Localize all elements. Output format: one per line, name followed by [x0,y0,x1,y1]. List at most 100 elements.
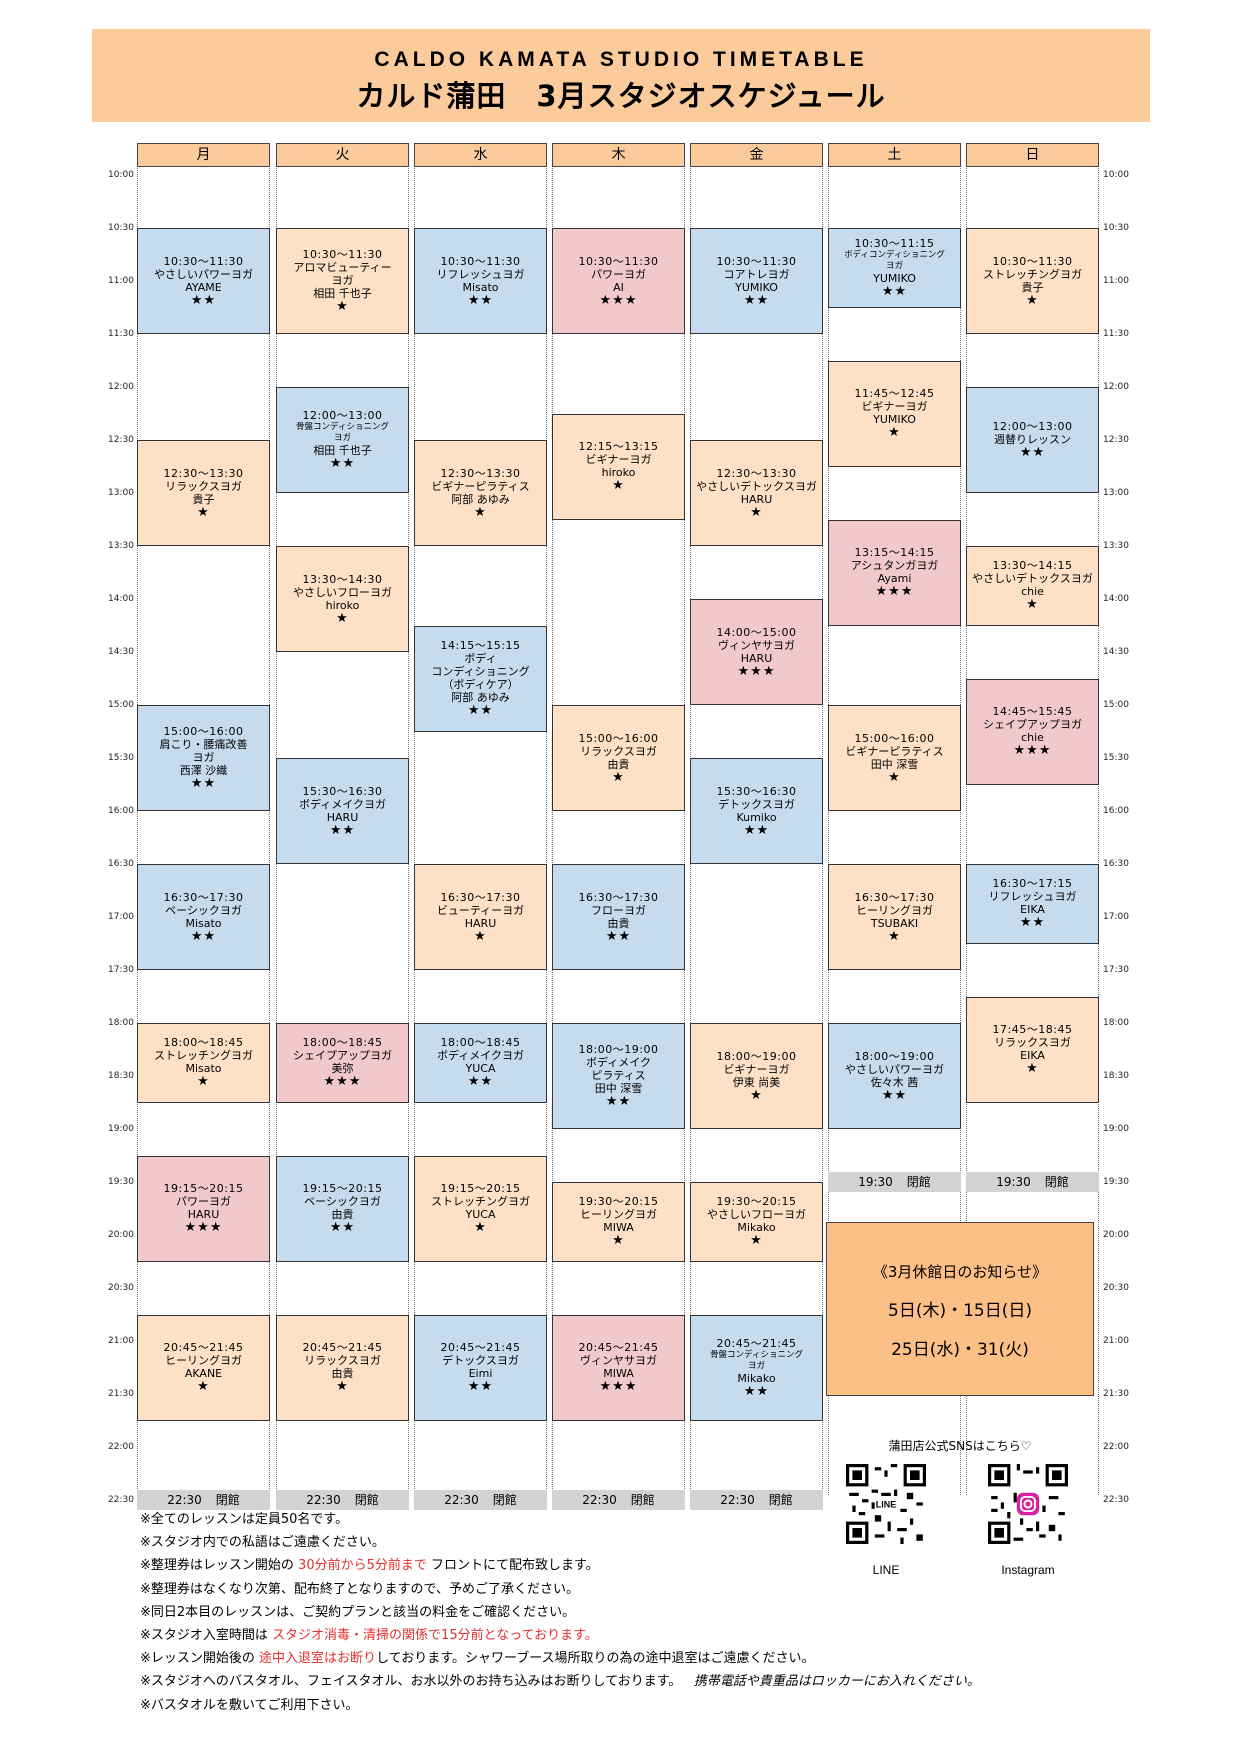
lesson-card[interactable]: 20:45～21:45 リラックスヨガ 由貴 ★ [276,1314,409,1421]
lesson-time: 10:30～11:30 [440,254,521,268]
lesson-name: ヨガ [331,274,354,287]
closing-bar: 19:30 閉館 [828,1172,961,1192]
lesson-card[interactable]: 15:00～16:00 肩こり・腰痛改善 ヨガ 西澤 沙織 ★★ [137,705,270,811]
note-belongings: ※スタジオへのバスタオル、フェイスタオル、お水以外のお持ち込みはお断りしておりま… [140,1670,980,1693]
lesson-level-stars: ★ [336,1379,349,1394]
lesson-card[interactable]: 17:45～18:45 リラックスヨガ EIKA ★ [966,996,1099,1103]
lesson-card[interactable]: 15:00～16:00 ビギナーピラティス 田中 深雪 ★ [828,705,961,811]
lesson-level-stars: ★★ [467,292,494,308]
lesson-card[interactable]: 19:15～20:15 パワーヨガ HARU ★★★ [137,1155,270,1262]
closing-time: 19:30 [858,1175,893,1189]
lesson-time: 15:00～16:00 [854,731,935,745]
lesson-card[interactable]: 19:15～20:15 ベーシックヨガ 由貴 ★★ [276,1155,409,1262]
day-header: 土 [828,143,961,167]
notes: ※全てのレッスンは定員50名です。 ※スタジオ内での私語はご遠慮ください。 ※整… [140,1508,980,1717]
lesson-card[interactable]: 10:30～11:30 パワーヨガ AI ★★★ [552,228,685,334]
lesson-level-stars: ★★ [329,456,356,471]
lesson-card[interactable]: 10:30～11:30 コアトレヨガ YUMIKO ★★ [690,228,823,334]
lesson-card[interactable]: 18:00～19:00 ボディメイク ピラティス 田中 深雪 ★★ [552,1023,685,1129]
note-text: ※スタジオ入室時間は [140,1628,268,1644]
lesson-card[interactable]: 12:00～13:00 骨盤コンディショニング ヨガ 相田 千也子 ★★ [276,387,409,493]
lesson-time: 11:45～12:45 [854,387,935,400]
time-label-right: 18:30 [1103,1071,1129,1081]
time-label-right: 10:30 [1103,223,1129,233]
time-label-right: 13:00 [1103,488,1129,498]
time-label-left: 21:00 [108,1336,134,1346]
lesson-card[interactable]: 20:45～21:45 ヒーリングヨガ AKANE ★ [137,1314,270,1421]
lesson-card[interactable]: 16:30～17:30 ヒーリングヨガ TSUBAKI ★ [828,864,961,970]
lesson-card[interactable]: 19:30～20:15 やさしいフローヨガ Mikako ★ [690,1182,823,1262]
time-label-right: 20:30 [1103,1283,1129,1293]
time-label-left: 18:30 [108,1071,134,1081]
lesson-level-stars: ★ [197,1379,210,1394]
note-second-lesson: ※同日2本目のレッスンは、ご契約プランと該当の料金をご確認ください。 [140,1604,576,1620]
lesson-card[interactable]: 13:30～14:15 やさしいデトックスヨガ chie ★ [966,546,1099,626]
lesson-card[interactable]: 20:45～21:45 デトックスヨガ Eimi ★★ [414,1314,547,1421]
day-header: 木 [552,143,685,167]
lesson-card[interactable]: 12:30～13:30 やさしいデトックスヨガ HARU ★ [690,440,823,546]
lesson-instructor: 貴子 [192,492,215,506]
lesson-card[interactable]: 16:30～17:30 ビューティーヨガ HARU ★ [414,864,547,970]
lesson-card[interactable]: 14:45～15:45 シェイプアップヨガ chie ★★★ [966,678,1099,785]
instagram-qr-code[interactable] [988,1464,1068,1544]
time-label-right: 18:00 [1103,1018,1129,1028]
lesson-card[interactable]: 19:15～20:15 ストレッチングヨガ YUCA ★ [414,1155,547,1262]
lesson-card[interactable]: 18:00～19:00 やさしいパワーヨガ 佐々木 茜 ★★ [828,1023,961,1129]
closing-bar: 22:30 閉館 [276,1490,409,1510]
lesson-card[interactable]: 14:15～15:15 ボディ コンディショニング （ボディケア） 阿部 あゆみ ★★ [414,625,547,732]
lesson-card[interactable]: 16:30～17:30 フローヨガ 由貴 ★★ [552,864,685,970]
lesson-card[interactable]: 12:15～13:15 ビギナーヨガ hiroko ★ [552,413,685,520]
lesson-name: ベーシックヨガ [304,1195,381,1208]
lesson-name: やさしいパワーヨガ [845,1062,944,1076]
lesson-card[interactable]: 16:30～17:15 リフレッシュヨガ EIKA ★★ [966,864,1099,944]
lesson-level-stars: ★ [612,769,625,785]
lesson-card[interactable]: 10:30～11:30 アロマビューティー ヨガ 相田 千也子 ★ [276,228,409,334]
lesson-card[interactable]: 15:00～16:00 リラックスヨガ 由貴 ★ [552,705,685,811]
lesson-card[interactable]: 15:30～16:30 ボディメイクヨガ HARU ★★ [276,758,409,864]
title-english: CALDO KAMATA STUDIO TIMETABLE [374,48,868,71]
lesson-card[interactable]: 20:45～21:45 骨盤コンディショニング ヨガ Mikako ★★ [690,1314,823,1421]
lesson-instructor: chie [1021,585,1044,599]
lesson-card[interactable]: 12:30～13:30 ビギナーピラティス 阿部 あゆみ ★ [414,440,547,546]
lesson-card[interactable]: 15:30～16:30 デトックスヨガ Kumiko ★★ [690,758,823,864]
lesson-level-stars: ★★ [605,928,632,944]
closing-bar: 22:30 閉館 [137,1490,270,1510]
day-header: 火 [276,143,409,167]
lesson-card[interactable]: 19:30～20:15 ヒーリングヨガ MIWA ★ [552,1182,685,1262]
line-qr-code[interactable]: LINE [846,1464,926,1544]
lesson-card[interactable]: 13:15～14:15 アシュタンガヨガ Ayami ★★★ [828,519,961,626]
lesson-card[interactable]: 16:30～17:30 ベーシックヨガ Misato ★★ [137,864,270,970]
lesson-card[interactable]: 18:00～19:00 ビギナーヨガ 伊東 尚美 ★ [690,1023,823,1129]
lesson-card[interactable]: 12:00～13:00 週替りレッスン ★★ [966,387,1099,493]
lesson-name: 肩こり・腰痛改善 [159,738,248,751]
lesson-card[interactable]: 10:30～11:30 やさしいパワーヨガ AYAME ★★ [137,228,270,334]
lesson-time: 10:30～11:15 [854,236,935,250]
lesson-name: ヨガ [885,260,903,271]
lesson-level-stars: ★ [888,425,901,440]
lesson-card[interactable]: 18:00～18:45 ストレッチングヨガ Misato ★ [137,1023,270,1103]
lesson-card[interactable]: 18:00～18:45 シェイプアップヨガ 美弥 ★★★ [276,1023,409,1103]
time-label-right: 13:30 [1103,541,1129,551]
time-label-left: 14:30 [108,647,134,657]
time-label-right: 14:30 [1103,647,1129,657]
lesson-name: ヒーリングヨガ [856,903,933,917]
note-text: ※整理券はレッスン開始の [140,1558,294,1574]
closing-label: 閉館 [768,1493,793,1507]
time-label-left: 18:00 [108,1018,134,1028]
lesson-card[interactable]: 20:45～21:45 ヴィンヤサヨガ MIWA ★★★ [552,1314,685,1421]
lesson-card[interactable]: 18:00～18:45 ボディメイクヨガ YUCA ★★ [414,1023,547,1103]
lesson-card[interactable]: 14:00～15:00 ヴィンヤサヨガ HARU ★★★ [690,599,823,705]
lesson-card[interactable]: 10:30～11:15 ボディコンディショニング ヨガ YUMIKO ★★ [828,228,961,308]
note-no-mid-entry: ※レッスン開始後の 途中入退室はお断りしております。シャワーブース場所取りの為の… [140,1647,980,1670]
lesson-card[interactable]: 11:45～12:45 ビギナーヨガ YUMIKO ★ [828,360,961,467]
lesson-card[interactable]: 12:30～13:30 リラックスヨガ 貴子 ★ [137,440,270,546]
lesson-card[interactable]: 10:30～11:30 ストレッチングヨガ 貴子 ★ [966,228,1099,334]
lesson-instructor: 貴子 [1021,280,1044,294]
lesson-time: 20:45～21:45 [163,1341,244,1354]
lesson-name: アロマビューティー [293,261,392,274]
lesson-card[interactable]: 10:30～11:30 リフレッシュヨガ Misato ★★ [414,228,547,334]
lesson-name: ビギナーヨガ [585,453,652,466]
lesson-time: 12:30～13:30 [716,466,797,480]
note-ticket-end: ※整理券はなくなり次第、配布終了となりますので、予めご了承ください。 [140,1581,579,1597]
lesson-card[interactable]: 13:30～14:30 やさしいフローヨガ hiroko ★ [276,546,409,652]
